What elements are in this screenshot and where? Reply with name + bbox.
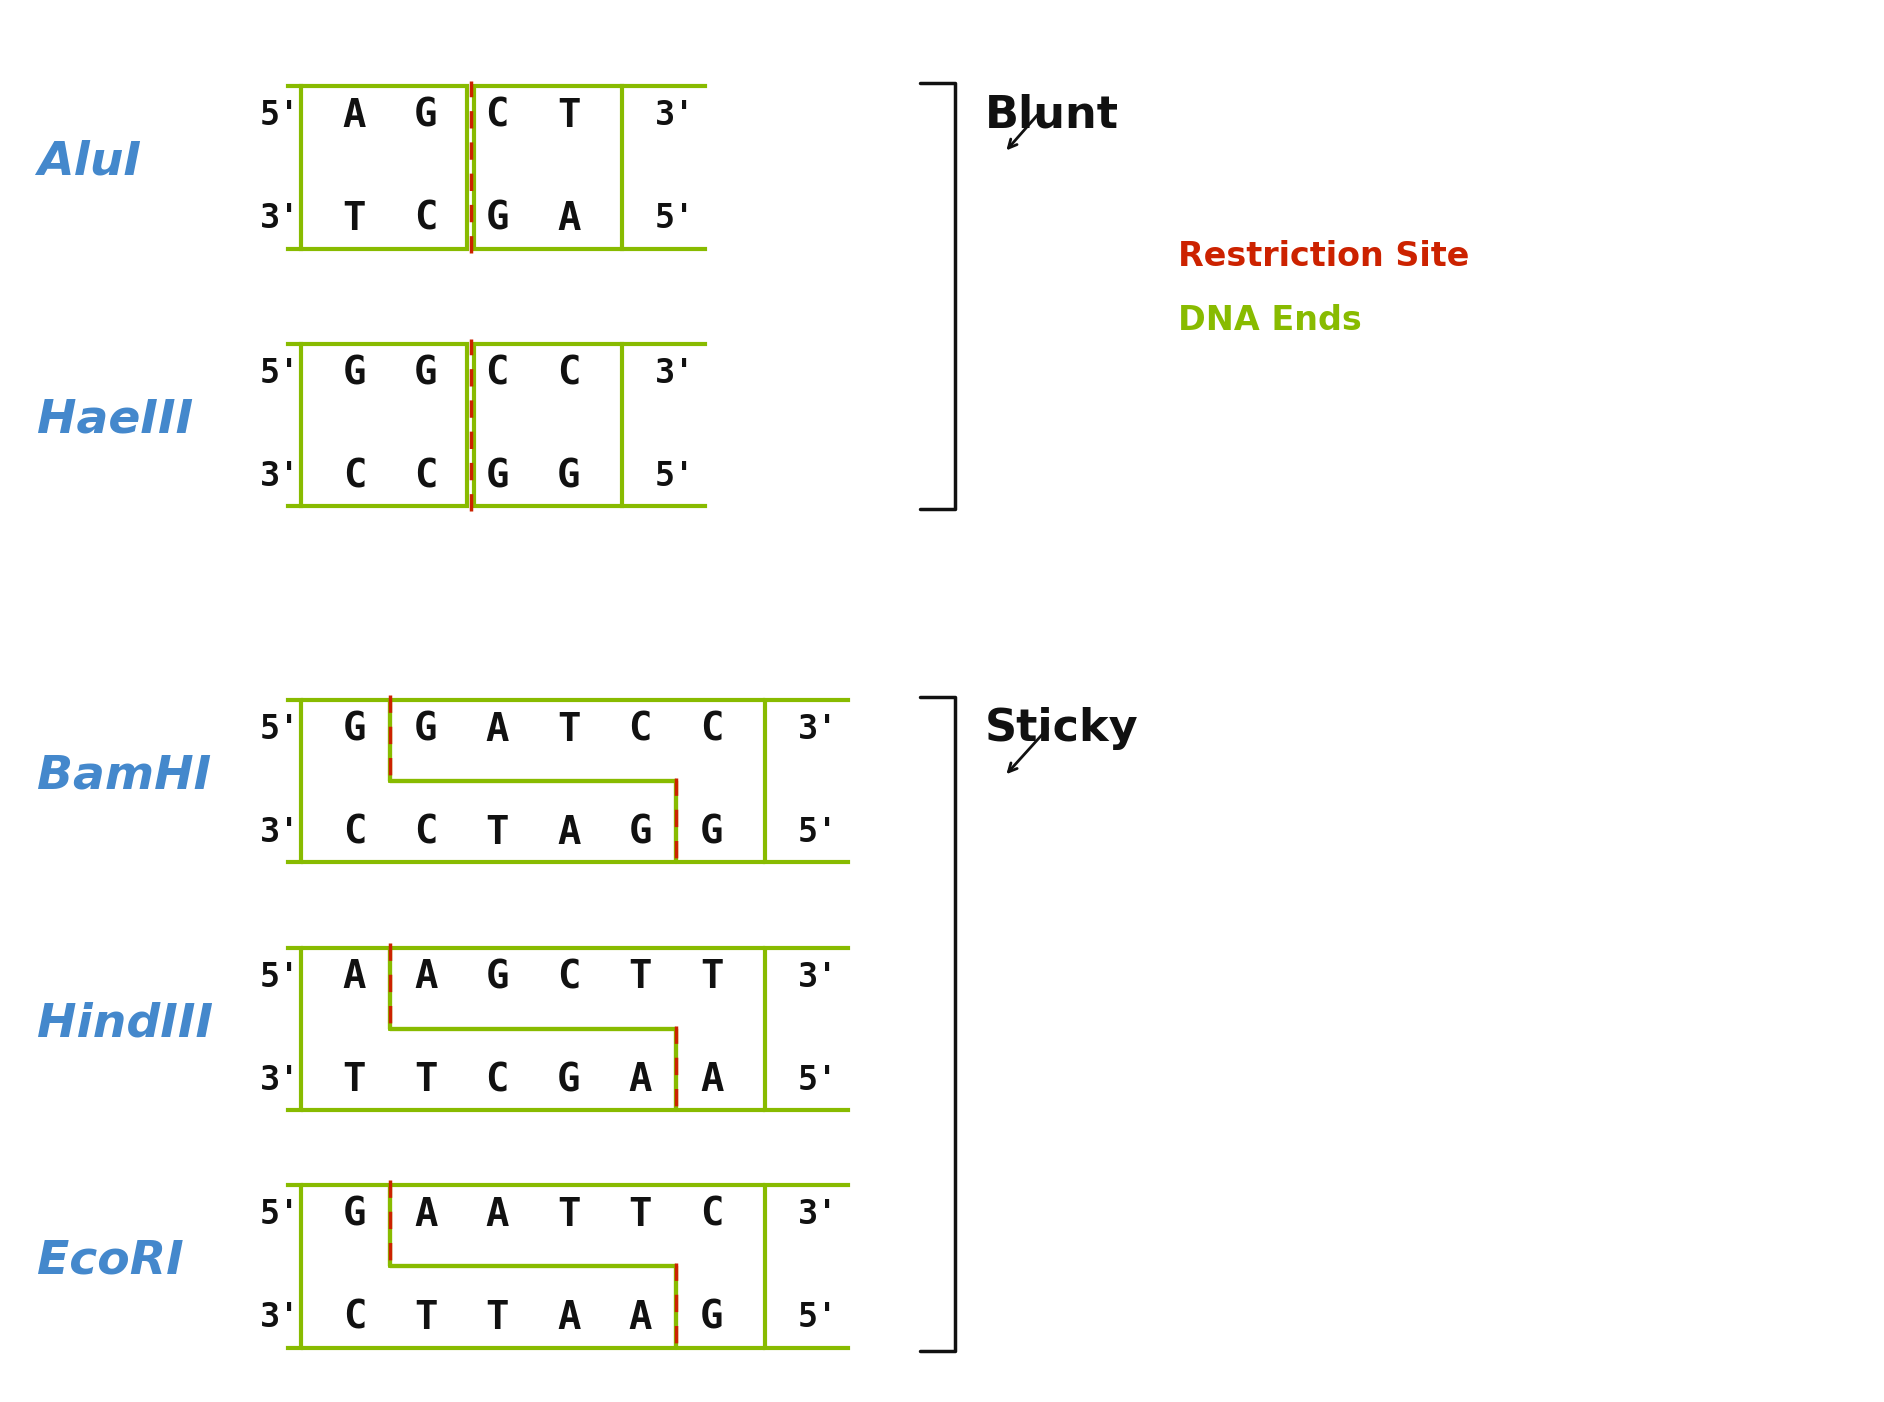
Text: BamHI: BamHI (36, 754, 211, 799)
Text: AluI: AluI (36, 140, 141, 185)
Text: A: A (414, 958, 437, 997)
Text: T: T (701, 958, 723, 997)
Text: A: A (629, 1298, 652, 1338)
Text: G: G (486, 958, 509, 997)
Text: C: C (558, 355, 580, 393)
Text: A: A (343, 97, 365, 135)
Bar (301, 343, 467, 506)
Text: HindIII: HindIII (36, 1001, 213, 1046)
Text: Restriction Site: Restriction Site (1178, 240, 1470, 273)
Text: Blunt: Blunt (985, 93, 1119, 136)
Text: 3': 3' (260, 460, 300, 492)
Text: G: G (343, 355, 365, 393)
Text: C: C (414, 457, 437, 495)
Text: 5': 5' (260, 356, 300, 390)
Text: 3': 3' (260, 202, 300, 236)
Text: Sticky: Sticky (985, 707, 1138, 750)
Text: T: T (558, 97, 580, 135)
Text: T: T (558, 1196, 580, 1234)
Text: 5': 5' (656, 202, 695, 236)
Text: C: C (701, 711, 723, 749)
Text: A: A (558, 1298, 580, 1338)
Bar (475, 343, 622, 506)
Text: T: T (414, 1298, 437, 1338)
Text: 3': 3' (260, 816, 300, 850)
Text: C: C (486, 97, 509, 135)
Text: T: T (343, 200, 365, 238)
Text: A: A (558, 200, 580, 238)
Text: A: A (558, 813, 580, 851)
Text: 3': 3' (260, 1301, 300, 1335)
Text: G: G (414, 711, 437, 749)
Text: C: C (343, 1298, 365, 1338)
Text: G: G (486, 457, 509, 495)
Text: A: A (701, 1061, 723, 1099)
Text: C: C (486, 1061, 509, 1099)
Text: HaeIII: HaeIII (36, 397, 192, 442)
Text: G: G (558, 457, 580, 495)
Text: G: G (486, 200, 509, 238)
Text: C: C (414, 813, 437, 851)
Text: T: T (486, 813, 509, 851)
Text: DNA Ends: DNA Ends (1178, 304, 1362, 338)
Text: 5': 5' (260, 960, 300, 994)
Text: A: A (486, 1196, 509, 1234)
Text: G: G (629, 813, 652, 851)
Text: G: G (414, 355, 437, 393)
Text: C: C (558, 958, 580, 997)
Text: C: C (414, 200, 437, 238)
Bar (301, 86, 467, 248)
Text: T: T (414, 1061, 437, 1099)
Text: 3': 3' (656, 100, 695, 132)
Text: C: C (343, 457, 365, 495)
Text: A: A (414, 1196, 437, 1234)
Text: A: A (486, 711, 509, 749)
Text: 5': 5' (799, 816, 838, 850)
Text: T: T (629, 1196, 652, 1234)
Text: G: G (701, 1298, 723, 1338)
Text: G: G (343, 1196, 365, 1234)
Bar (475, 86, 622, 248)
Text: A: A (629, 1061, 652, 1099)
Text: 3': 3' (799, 1199, 838, 1231)
Text: 3': 3' (260, 1064, 300, 1096)
Text: G: G (701, 813, 723, 851)
Text: C: C (343, 813, 365, 851)
Text: 5': 5' (260, 714, 300, 746)
Text: G: G (558, 1061, 580, 1099)
Text: G: G (414, 97, 437, 135)
Text: T: T (486, 1298, 509, 1338)
Text: 5': 5' (656, 460, 695, 492)
Text: 3': 3' (656, 356, 695, 390)
Text: C: C (486, 355, 509, 393)
Text: T: T (558, 711, 580, 749)
Text: A: A (343, 958, 365, 997)
Text: G: G (343, 711, 365, 749)
Text: 5': 5' (260, 100, 300, 132)
Text: T: T (629, 958, 652, 997)
Text: 5': 5' (799, 1064, 838, 1096)
Text: 5': 5' (260, 1199, 300, 1231)
Text: C: C (629, 711, 652, 749)
Text: 5': 5' (799, 1301, 838, 1335)
Text: 3': 3' (799, 960, 838, 994)
Text: C: C (701, 1196, 723, 1234)
Text: 3': 3' (799, 714, 838, 746)
Text: EcoRI: EcoRI (36, 1239, 183, 1284)
Text: T: T (343, 1061, 365, 1099)
